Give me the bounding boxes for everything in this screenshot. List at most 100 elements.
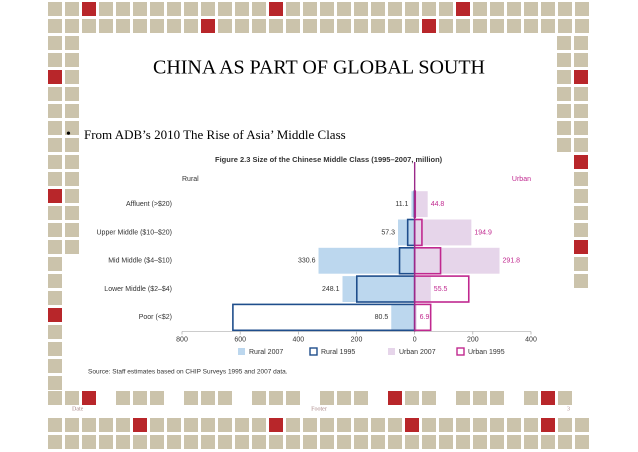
- legend-swatch: [309, 347, 318, 356]
- deco-square: [574, 53, 588, 67]
- deco-square: [82, 418, 96, 432]
- deco-square: [65, 155, 79, 169]
- deco-square: [201, 19, 215, 33]
- deco-square: [541, 19, 555, 33]
- deco-square: [167, 418, 181, 432]
- deco-square: [388, 391, 402, 405]
- deco-square: [252, 19, 266, 33]
- category-label: Upper Middle ($10–$20): [97, 229, 173, 236]
- deco-square: [48, 418, 62, 432]
- value-label: 44.8: [431, 201, 445, 208]
- deco-square: [354, 391, 368, 405]
- deco-square: [82, 435, 96, 449]
- deco-square: [184, 391, 198, 405]
- deco-square: [201, 435, 215, 449]
- deco-square: [490, 435, 504, 449]
- x-tick-label: 200: [351, 336, 363, 343]
- deco-square: [574, 172, 588, 186]
- deco-square: [184, 435, 198, 449]
- deco-square: [558, 418, 572, 432]
- deco-square: [133, 2, 147, 16]
- deco-square: [422, 435, 436, 449]
- deco-square: [218, 2, 232, 16]
- deco-square: [184, 418, 198, 432]
- deco-square: [575, 19, 589, 33]
- deco-square: [150, 2, 164, 16]
- deco-square: [575, 2, 589, 16]
- deco-square: [133, 391, 147, 405]
- right-label: Urban: [512, 176, 531, 183]
- deco-square: [574, 121, 588, 135]
- deco-square: [65, 2, 79, 16]
- x-tick-label: 400: [525, 336, 537, 343]
- deco-square: [303, 2, 317, 16]
- decoration: [48, 2, 589, 449]
- x-tick-label: 800: [176, 336, 188, 343]
- deco-square: [575, 435, 589, 449]
- source: Source: Staff estimates based on CHIP Su…: [88, 369, 288, 376]
- deco-square: [116, 391, 130, 405]
- bar: [414, 247, 500, 274]
- deco-square: [65, 435, 79, 449]
- legend-label: Rural 1995: [321, 349, 355, 356]
- deco-square: [507, 19, 521, 33]
- deco-square: [320, 19, 334, 33]
- deco-square: [507, 418, 521, 432]
- deco-square: [439, 418, 453, 432]
- legend-label: Urban 2007: [399, 349, 436, 356]
- deco-square: [574, 274, 588, 288]
- bar: [398, 219, 415, 246]
- deco-square: [558, 391, 572, 405]
- deco-square: [252, 418, 266, 432]
- deco-square: [541, 435, 555, 449]
- footer-date: Date: [72, 406, 84, 412]
- value-label: 6.9: [420, 314, 430, 321]
- deco-square: [235, 435, 249, 449]
- bar: [342, 276, 415, 302]
- deco-square: [269, 391, 283, 405]
- value-label: 57.3: [381, 229, 395, 236]
- deco-square: [269, 2, 283, 16]
- deco-square: [439, 19, 453, 33]
- deco-square: [116, 19, 130, 33]
- deco-square: [337, 2, 351, 16]
- deco-square: [405, 2, 419, 16]
- deco-square: [439, 2, 453, 16]
- deco-square: [65, 206, 79, 220]
- deco-square: [48, 172, 62, 186]
- deco-square: [490, 19, 504, 33]
- deco-square: [371, 2, 385, 16]
- deco-square: [269, 418, 283, 432]
- deco-square: [65, 121, 79, 135]
- deco-square: [557, 138, 571, 152]
- x-tick-label: 400: [292, 336, 304, 343]
- deco-square: [150, 435, 164, 449]
- deco-square: [48, 308, 62, 322]
- bar: [414, 219, 472, 246]
- bar: [411, 191, 415, 218]
- deco-square: [82, 391, 96, 405]
- deco-square: [184, 2, 198, 16]
- deco-square: [337, 19, 351, 33]
- legend-label: Rural 2007: [249, 349, 283, 356]
- category-label: Lower Middle ($2–$4): [104, 286, 172, 293]
- deco-square: [99, 435, 113, 449]
- deco-square: [320, 435, 334, 449]
- deco-square: [48, 240, 62, 254]
- deco-square: [65, 53, 79, 67]
- value-label: 248.1: [322, 286, 340, 293]
- deco-square: [65, 36, 79, 50]
- deco-square: [167, 2, 181, 16]
- x-tick-label: 0: [413, 336, 417, 343]
- deco-square: [99, 2, 113, 16]
- deco-square: [354, 19, 368, 33]
- bullet-dot: •: [66, 127, 71, 142]
- deco-square: [65, 104, 79, 118]
- deco-square: [388, 19, 402, 33]
- value-label: 330.6: [298, 258, 316, 265]
- deco-square: [473, 435, 487, 449]
- deco-square: [252, 391, 266, 405]
- deco-square: [218, 19, 232, 33]
- deco-square: [252, 2, 266, 16]
- deco-square: [65, 391, 79, 405]
